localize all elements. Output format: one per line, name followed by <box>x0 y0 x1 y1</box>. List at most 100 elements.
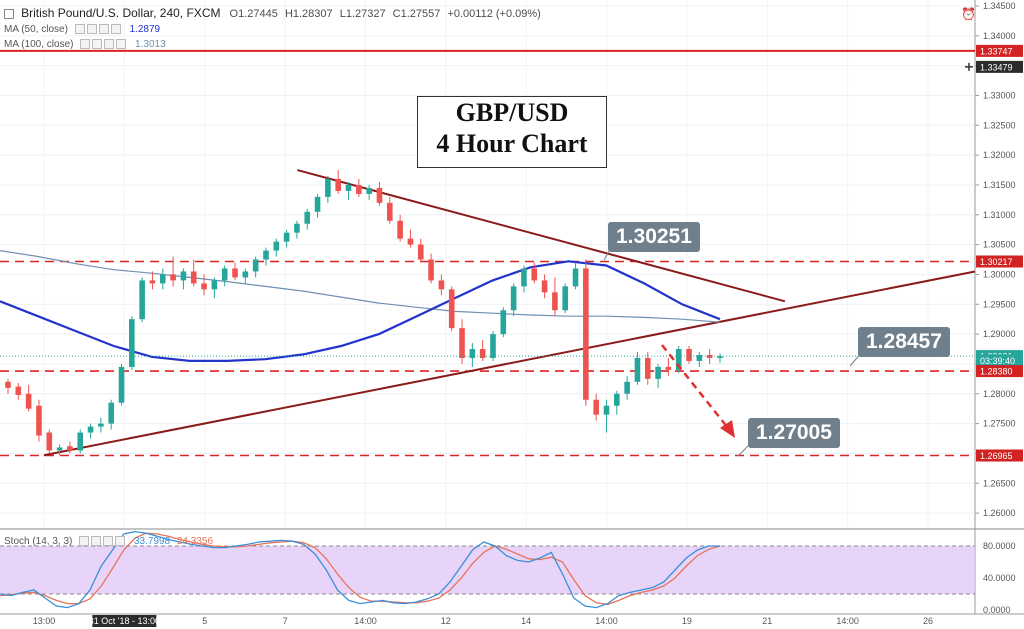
candle-body <box>469 349 476 358</box>
price-tick-label: 1.30000 <box>983 269 1016 279</box>
candle-body <box>5 381 11 388</box>
candle-body <box>46 432 53 451</box>
price-tick-label: 1.31000 <box>983 210 1016 220</box>
candle-body <box>232 268 238 278</box>
time-tick-label: 12 <box>441 616 451 626</box>
time-tick-label: 14:00 <box>354 616 377 626</box>
ma100-legend[interactable]: MA (100, close) 1.3013 <box>4 39 166 50</box>
candle-body <box>294 223 300 233</box>
symbol-name[interactable]: British Pound/U.S. Dollar, 240, FXCM <box>21 6 221 20</box>
price-tick-label: 1.26500 <box>983 478 1016 488</box>
price-badge-label: 1.33747 <box>980 46 1013 56</box>
candle-body <box>417 244 424 260</box>
candle-body <box>376 187 383 203</box>
price-tick-label: 1.32000 <box>983 150 1016 160</box>
candle-body <box>366 187 372 194</box>
candle-body <box>25 393 32 409</box>
price-badge <box>976 365 1023 378</box>
price-tick-label: 1.31500 <box>983 180 1016 190</box>
ma50-label: MA (50, close) <box>4 24 68 36</box>
time-tick-label: 14:00 <box>836 616 859 626</box>
ma50-controls[interactable] <box>74 24 123 35</box>
candle-body <box>717 356 723 358</box>
price-badge <box>976 255 1023 268</box>
price-badge-label: 1.26965 <box>980 451 1013 461</box>
price-tick-label: 1.27500 <box>983 419 1016 429</box>
time-cursor-badge <box>92 615 157 627</box>
candle-body <box>87 426 94 433</box>
projection-arrowhead <box>720 420 735 438</box>
ma50-value: 1.2879 <box>129 24 161 36</box>
candle-body <box>263 250 269 260</box>
chart-grid <box>0 0 1024 615</box>
stoch-controls[interactable] <box>79 536 127 547</box>
candles <box>5 170 723 456</box>
candle-body <box>356 184 362 194</box>
candle-body <box>624 381 630 394</box>
candle-body <box>428 259 434 281</box>
candle-body <box>541 280 548 293</box>
candle-body <box>304 211 311 224</box>
candle-body <box>242 271 249 278</box>
candle-body <box>696 354 703 361</box>
low-value: L1.27327 <box>339 8 386 20</box>
candle-body <box>108 402 114 424</box>
candle-body <box>614 393 620 406</box>
price-tick-label: 1.34000 <box>983 31 1016 41</box>
chart-header: British Pound/U.S. Dollar, 240, FXCM O1.… <box>4 6 545 20</box>
candle-body <box>129 319 135 367</box>
chart-title-line1: GBP/USD <box>455 98 569 127</box>
price-badge <box>976 354 1023 367</box>
candle-body <box>562 286 569 311</box>
candle-body <box>583 268 589 400</box>
candle-body <box>314 196 321 212</box>
ma50-legend[interactable]: MA (50, close) 1.2879 <box>4 24 160 35</box>
candle-body <box>448 289 455 329</box>
candle-body <box>283 232 290 242</box>
ma50-line <box>0 260 721 362</box>
moving-averages <box>0 250 721 362</box>
candle-body <box>686 349 692 361</box>
ma100-controls[interactable] <box>80 39 128 50</box>
candle-body <box>335 178 342 191</box>
candle-body <box>438 280 445 290</box>
target-callout: 1.27005 <box>748 418 840 448</box>
candle-body <box>36 405 42 436</box>
candle-body <box>459 328 465 358</box>
time-tick-label: 14:00 <box>595 616 618 626</box>
chart-title-box: GBP/USD 4 Hour Chart <box>417 96 607 168</box>
candle-body <box>572 268 579 287</box>
price-tick-label: 1.28000 <box>983 389 1016 399</box>
candle-body <box>325 178 331 197</box>
horizontal-levels <box>0 49 975 457</box>
stoch-tick-label: 80.0000 <box>983 541 1016 551</box>
candle-body <box>593 399 599 415</box>
stoch-tick-label: 40.0000 <box>983 573 1016 583</box>
candle-body <box>345 184 352 191</box>
high-value: H1.28307 <box>284 8 333 20</box>
candle-body <box>56 447 63 451</box>
time-tick-label: 14 <box>521 616 531 626</box>
collapse-icon[interactable] <box>4 9 14 20</box>
price-badge-label: 1.28380 <box>980 367 1013 377</box>
candle-body <box>706 354 713 358</box>
alarm-clock-icon[interactable]: ⏰ <box>961 7 976 21</box>
time-tick-label: 31 Oct '18 - 13:00 <box>89 616 160 626</box>
price-tick-label: 1.33000 <box>983 90 1016 100</box>
stoch-legend[interactable]: Stoch (14, 3, 3) 33.7998 24.3356 <box>4 536 213 547</box>
stoch-d-value: 24.3356 <box>176 536 214 548</box>
chart-title-line2: 4 Hour Chart <box>436 129 588 158</box>
candle-body <box>603 405 610 415</box>
stoch-d-line <box>0 532 721 606</box>
price-pane-bg <box>0 0 975 528</box>
ma100-line <box>0 250 721 323</box>
close-value: C1.27557 <box>392 8 441 20</box>
time-tick-label: 5 <box>202 616 207 626</box>
resistance-callout: 1.30251 <box>608 222 700 252</box>
stoch-tick-label: 0.0000 <box>983 605 1011 615</box>
time-tick-label: 21 <box>762 616 772 626</box>
candle-body <box>407 238 414 245</box>
price-badge-label: 1.30217 <box>980 257 1013 267</box>
candle-body <box>397 220 403 239</box>
